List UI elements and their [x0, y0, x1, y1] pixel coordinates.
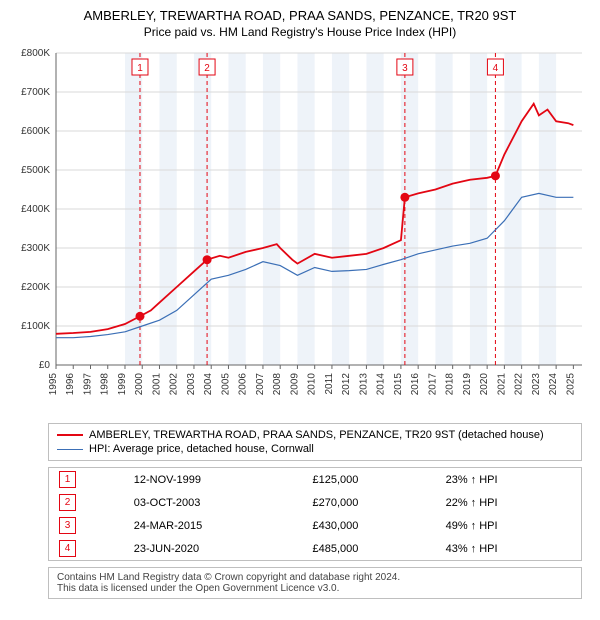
svg-text:2001: 2001: [151, 373, 162, 396]
sale-diff: 23% ↑ HPI: [436, 468, 581, 491]
svg-text:2003: 2003: [186, 373, 197, 396]
svg-text:£600K: £600K: [21, 126, 50, 137]
svg-text:2004: 2004: [203, 373, 214, 396]
svg-text:2000: 2000: [134, 373, 145, 396]
svg-text:£400K: £400K: [21, 204, 50, 215]
svg-text:£200K: £200K: [21, 282, 50, 293]
legend-label: HPI: Average price, detached house, Corn…: [89, 443, 314, 455]
svg-text:£500K: £500K: [21, 165, 50, 176]
svg-text:3: 3: [402, 63, 408, 74]
table-row: 3 24-MAR-2015£430,00049% ↑ HPI: [49, 514, 581, 537]
sales-table: 1 12-NOV-1999£125,00023% ↑ HPI 2 03-OCT-200…: [48, 467, 582, 561]
svg-text:1998: 1998: [100, 373, 111, 396]
svg-text:2015: 2015: [393, 373, 404, 396]
svg-text:2019: 2019: [462, 373, 473, 396]
sale-date: 12-NOV-1999: [124, 468, 303, 491]
svg-text:£300K: £300K: [21, 243, 50, 254]
svg-text:2012: 2012: [341, 373, 352, 396]
attribution-footer: Contains HM Land Registry data © Crown c…: [48, 567, 582, 599]
table-row: 4 23-JUN-2020£485,00043% ↑ HPI: [49, 537, 581, 560]
svg-text:2002: 2002: [169, 373, 180, 396]
svg-text:2009: 2009: [289, 373, 300, 396]
svg-text:2021: 2021: [496, 373, 507, 396]
svg-text:2006: 2006: [238, 373, 249, 396]
footer-line: This data is licensed under the Open Gov…: [57, 583, 573, 594]
svg-text:1997: 1997: [82, 373, 93, 396]
sale-price: £270,000: [302, 491, 435, 514]
svg-text:2011: 2011: [324, 373, 335, 395]
sale-marker-icon: 3: [59, 517, 76, 534]
svg-text:1: 1: [137, 63, 143, 74]
svg-text:2022: 2022: [514, 373, 525, 396]
svg-text:2018: 2018: [445, 373, 456, 396]
sale-date: 03-OCT-2003: [124, 491, 303, 514]
page-subtitle: Price paid vs. HM Land Registry's House …: [8, 25, 592, 39]
svg-text:1996: 1996: [65, 373, 76, 396]
sale-marker-icon: 1: [59, 471, 76, 488]
sale-diff: 22% ↑ HPI: [436, 491, 581, 514]
svg-text:2010: 2010: [307, 373, 318, 396]
svg-text:2007: 2007: [255, 373, 266, 396]
footer-line: Contains HM Land Registry data © Crown c…: [57, 572, 573, 583]
svg-text:2014: 2014: [376, 373, 387, 396]
svg-text:2025: 2025: [565, 373, 576, 396]
legend-item: AMBERLEY, TREWARTHA ROAD, PRAA SANDS, PE…: [57, 428, 573, 442]
legend-item: HPI: Average price, detached house, Corn…: [57, 442, 573, 456]
svg-text:2020: 2020: [479, 373, 490, 396]
price-chart: £0 £100K £200K £300K £400K £500K £600K £700K £80…: [8, 45, 592, 415]
legend-swatch: [57, 434, 83, 436]
sale-date: 24-MAR-2015: [124, 514, 303, 537]
svg-text:4: 4: [493, 63, 499, 74]
svg-text:2023: 2023: [531, 373, 542, 396]
legend-label: AMBERLEY, TREWARTHA ROAD, PRAA SANDS, PE…: [89, 429, 544, 441]
svg-text:£0: £0: [39, 360, 51, 371]
svg-text:£800K: £800K: [21, 48, 50, 59]
svg-text:2013: 2013: [358, 373, 369, 396]
sale-diff: 49% ↑ HPI: [436, 514, 581, 537]
page-title: AMBERLEY, TREWARTHA ROAD, PRAA SANDS, PE…: [8, 8, 592, 23]
svg-text:1995: 1995: [48, 373, 59, 396]
svg-text:2016: 2016: [410, 373, 421, 396]
svg-text:2017: 2017: [427, 373, 438, 396]
svg-text:2: 2: [204, 63, 210, 74]
sale-price: £125,000: [302, 468, 435, 491]
svg-text:2005: 2005: [220, 373, 231, 396]
table-row: 2 03-OCT-2003£270,00022% ↑ HPI: [49, 491, 581, 514]
svg-text:1999: 1999: [117, 373, 128, 396]
sale-date: 23-JUN-2020: [124, 537, 303, 560]
svg-text:2008: 2008: [272, 373, 283, 396]
sale-marker-icon: 2: [59, 494, 76, 511]
svg-text:£700K: £700K: [21, 87, 50, 98]
sale-price: £485,000: [302, 537, 435, 560]
svg-text:£100K: £100K: [21, 321, 50, 332]
legend-swatch: [57, 449, 83, 450]
svg-text:2024: 2024: [548, 373, 559, 396]
sale-price: £430,000: [302, 514, 435, 537]
table-row: 1 12-NOV-1999£125,00023% ↑ HPI: [49, 468, 581, 491]
sale-diff: 43% ↑ HPI: [436, 537, 581, 560]
chart-legend: AMBERLEY, TREWARTHA ROAD, PRAA SANDS, PE…: [48, 423, 582, 461]
sale-marker-icon: 4: [59, 540, 76, 557]
